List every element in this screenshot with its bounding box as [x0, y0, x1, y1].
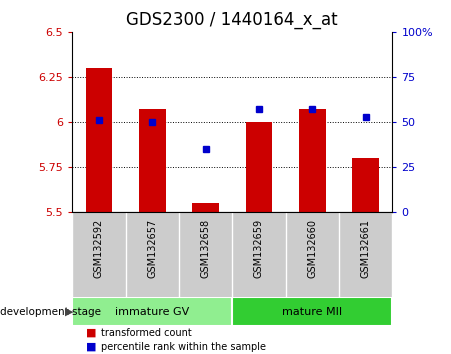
Text: GSM132657: GSM132657 [147, 219, 157, 279]
Text: GSM132661: GSM132661 [361, 219, 371, 278]
Bar [246, 122, 272, 212]
Title: GDS2300 / 1440164_x_at: GDS2300 / 1440164_x_at [126, 11, 338, 29]
Bar [299, 109, 326, 212]
Bar [192, 203, 219, 212]
Text: ■: ■ [86, 342, 96, 352]
Bar [352, 158, 379, 212]
Text: GSM132658: GSM132658 [201, 219, 211, 278]
Text: transformed count: transformed count [101, 328, 192, 338]
Bar [232, 297, 392, 326]
Bar [86, 68, 112, 212]
Text: GSM132659: GSM132659 [254, 219, 264, 278]
Text: GSM132660: GSM132660 [307, 219, 318, 278]
Bar [72, 297, 232, 326]
Text: GSM132592: GSM132592 [94, 219, 104, 279]
Text: ▶: ▶ [65, 307, 74, 316]
Text: immature GV: immature GV [115, 307, 189, 316]
Text: percentile rank within the sample: percentile rank within the sample [101, 342, 267, 352]
Text: mature MII: mature MII [282, 307, 342, 316]
Text: ■: ■ [86, 328, 96, 338]
Bar [139, 109, 166, 212]
Text: development stage: development stage [0, 307, 101, 316]
